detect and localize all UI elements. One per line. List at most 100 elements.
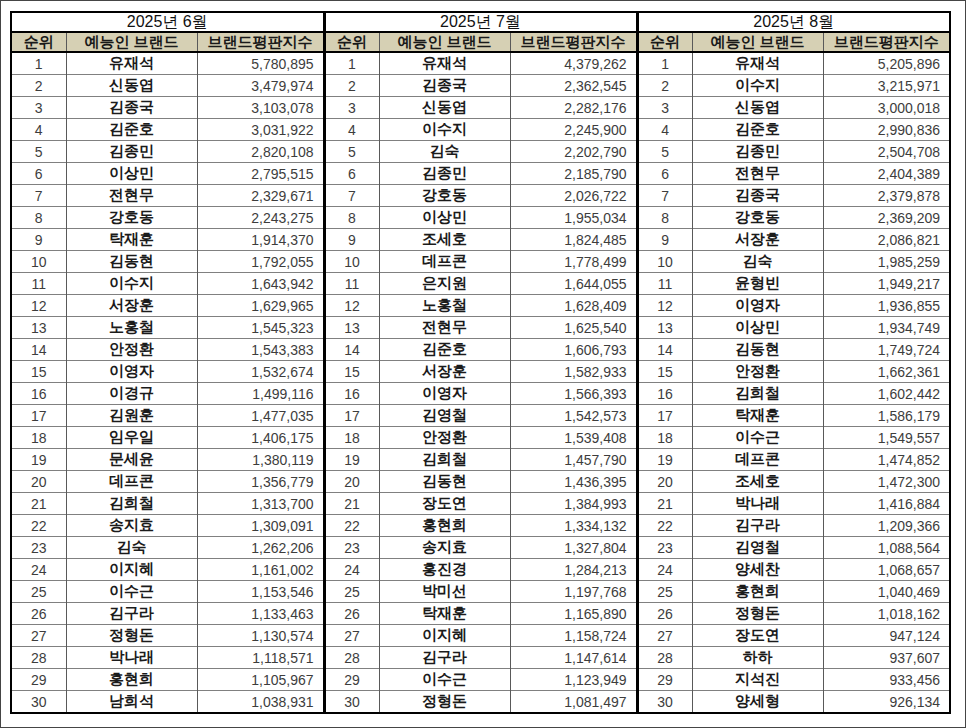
rank-cell: 22	[11, 515, 66, 537]
rank-cell: 17	[324, 405, 379, 427]
reputation-index-cell: 1,539,408	[510, 427, 637, 449]
rank-cell: 2	[324, 75, 379, 97]
rank-cell: 11	[324, 273, 379, 295]
entertainer-name-cell: 정형돈	[692, 603, 823, 625]
entertainer-name-cell: 이상민	[692, 317, 823, 339]
reputation-index-cell: 1,542,573	[510, 405, 637, 427]
table-row: 14안정환1,543,38314김준호1,606,79314김동현1,749,7…	[11, 339, 950, 361]
reputation-index-cell: 937,607	[823, 647, 950, 669]
entertainer-name-cell: 안정환	[692, 361, 823, 383]
month-title-june: 2025년 6월	[11, 12, 324, 32]
reputation-index-cell: 1,955,034	[510, 207, 637, 229]
reputation-index-cell: 1,158,724	[510, 625, 637, 647]
entertainer-name-cell: 김희철	[66, 493, 197, 515]
reputation-index-cell: 2,362,545	[510, 75, 637, 97]
entertainer-name-cell: 유재석	[66, 52, 197, 75]
month-title-july: 2025년 7월	[324, 12, 637, 32]
table-row: 9탁재훈1,914,3709조세호1,824,4859서장훈2,086,821	[11, 229, 950, 251]
table-row: 4김준호3,031,9224이수지2,245,9004김준호2,990,836	[11, 119, 950, 141]
entertainer-name-cell: 강호동	[66, 207, 197, 229]
entertainer-brand-header-august: 예능인 브랜드	[692, 32, 823, 53]
entertainer-name-cell: 유재석	[692, 52, 823, 75]
rank-cell: 16	[11, 383, 66, 405]
entertainer-name-cell: 이수근	[66, 581, 197, 603]
rank-cell: 26	[324, 603, 379, 625]
rank-cell: 2	[637, 75, 692, 97]
reputation-index-cell: 947,124	[823, 625, 950, 647]
reputation-index-cell: 1,914,370	[197, 229, 324, 251]
rank-header-august: 순위	[637, 32, 692, 53]
table-row: 7전현무2,329,6717강호동2,026,7227김종국2,379,878	[11, 185, 950, 207]
rank-cell: 14	[637, 339, 692, 361]
rank-cell: 10	[324, 251, 379, 273]
rank-cell: 18	[11, 427, 66, 449]
reputation-index-cell: 1,824,485	[510, 229, 637, 251]
rank-cell: 17	[637, 405, 692, 427]
brand-reputation-table: 2025년 6월 2025년 7월 2025년 8월 순위 예능인 브랜드 브랜…	[10, 11, 951, 714]
entertainer-name-cell: 김원훈	[66, 405, 197, 427]
entertainer-name-cell: 김숙	[379, 141, 510, 163]
entertainer-name-cell: 홍현희	[379, 515, 510, 537]
reputation-index-cell: 1,130,574	[197, 625, 324, 647]
rank-cell: 12	[637, 295, 692, 317]
reputation-index-cell: 1,566,393	[510, 383, 637, 405]
reputation-index-cell: 1,949,217	[823, 273, 950, 295]
rank-cell: 7	[11, 185, 66, 207]
entertainer-name-cell: 노홍철	[379, 295, 510, 317]
reputation-index-cell: 3,103,078	[197, 97, 324, 119]
rank-cell: 6	[637, 163, 692, 185]
rank-cell: 19	[324, 449, 379, 471]
table-row: 26김구라1,133,46326탁재훈1,165,89026정형돈1,018,1…	[11, 603, 950, 625]
entertainer-name-cell: 정형돈	[66, 625, 197, 647]
entertainer-name-cell: 김준호	[692, 119, 823, 141]
entertainer-name-cell: 박미선	[379, 581, 510, 603]
reputation-index-cell: 1,406,175	[197, 427, 324, 449]
entertainer-name-cell: 정형돈	[379, 691, 510, 714]
rank-cell: 28	[324, 647, 379, 669]
rank-cell: 10	[11, 251, 66, 273]
rank-cell: 5	[637, 141, 692, 163]
reputation-index-cell: 1,532,674	[197, 361, 324, 383]
rank-cell: 6	[11, 163, 66, 185]
rank-cell: 24	[11, 559, 66, 581]
entertainer-name-cell: 이수지	[692, 75, 823, 97]
rank-cell: 7	[637, 185, 692, 207]
rank-cell: 21	[11, 493, 66, 515]
entertainer-name-cell: 은지원	[379, 273, 510, 295]
entertainer-name-cell: 신동엽	[692, 97, 823, 119]
entertainer-name-cell: 이수근	[379, 669, 510, 691]
rank-cell: 27	[324, 625, 379, 647]
entertainer-name-cell: 김준호	[66, 119, 197, 141]
entertainer-name-cell: 이상민	[379, 207, 510, 229]
entertainer-name-cell: 김구라	[66, 603, 197, 625]
reputation-index-cell: 1,147,614	[510, 647, 637, 669]
entertainer-name-cell: 김숙	[66, 537, 197, 559]
reputation-index-cell: 5,780,895	[197, 52, 324, 75]
entertainer-name-cell: 임우일	[66, 427, 197, 449]
reputation-index-cell: 2,026,722	[510, 185, 637, 207]
rank-cell: 9	[324, 229, 379, 251]
reputation-index-cell: 1,606,793	[510, 339, 637, 361]
entertainer-name-cell: 김영철	[692, 537, 823, 559]
table-row: 24이지혜1,161,00224홍진경1,284,21324양세찬1,068,6…	[11, 559, 950, 581]
reputation-index-cell: 2,329,671	[197, 185, 324, 207]
reputation-index-cell: 1,499,116	[197, 383, 324, 405]
entertainer-name-cell: 박나래	[66, 647, 197, 669]
entertainer-name-cell: 유재석	[379, 52, 510, 75]
entertainer-name-cell: 박나래	[692, 493, 823, 515]
reputation-index-cell: 3,000,018	[823, 97, 950, 119]
table-row: 18임우일1,406,17518안정환1,539,40818이수근1,549,5…	[11, 427, 950, 449]
brand-reputation-index-header-june: 브랜드평판지수	[197, 32, 324, 53]
rank-cell: 25	[11, 581, 66, 603]
table-row: 20데프콘1,356,77920김동현1,436,39520조세호1,472,3…	[11, 471, 950, 493]
rank-cell: 4	[324, 119, 379, 141]
rank-cell: 28	[637, 647, 692, 669]
reputation-index-cell: 1,436,395	[510, 471, 637, 493]
rank-cell: 12	[324, 295, 379, 317]
rank-cell: 10	[637, 251, 692, 273]
reputation-index-cell: 1,081,497	[510, 691, 637, 714]
rank-cell: 8	[11, 207, 66, 229]
entertainer-name-cell: 윤형빈	[692, 273, 823, 295]
entertainer-name-cell: 안정환	[379, 427, 510, 449]
rank-cell: 29	[637, 669, 692, 691]
